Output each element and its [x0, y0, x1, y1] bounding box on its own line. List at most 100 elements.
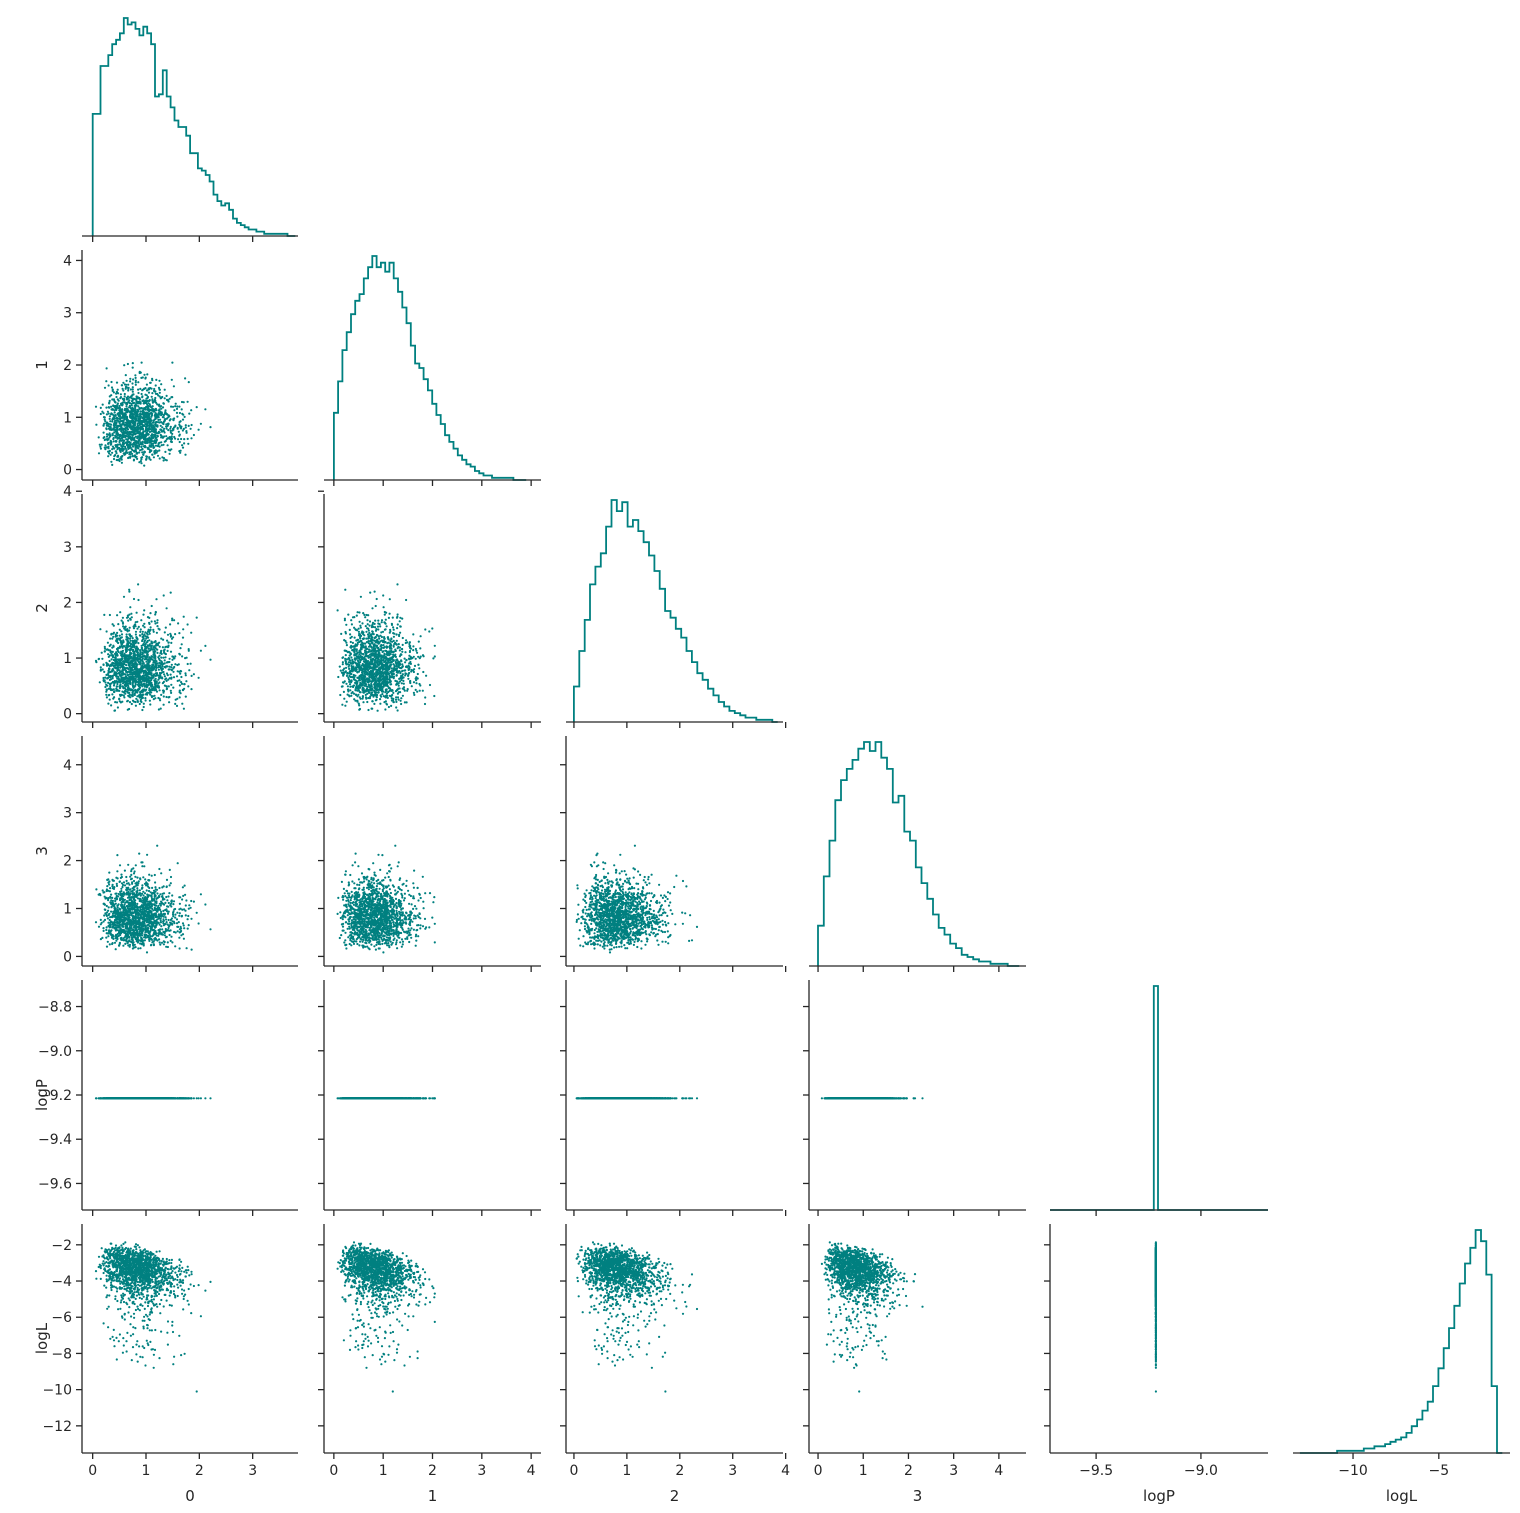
scatter-point [361, 662, 364, 666]
scatter-point [104, 685, 107, 689]
scatter-point [128, 641, 131, 644]
scatter-point [358, 664, 361, 667]
scatter-point [358, 653, 361, 656]
scatter-point [134, 376, 137, 379]
scatter-point [134, 408, 137, 411]
scatter-point [186, 662, 189, 666]
scatter-point [169, 689, 172, 692]
scatter-point [150, 604, 153, 608]
scatter-point [160, 441, 163, 444]
scatter-point [149, 693, 152, 696]
scatter-point [147, 628, 150, 631]
scatter-point [107, 455, 110, 458]
scatter-point [176, 670, 179, 673]
scatter-point [386, 681, 389, 684]
scatter-point [153, 414, 156, 417]
scatter-point [350, 679, 353, 683]
scatter-point [120, 455, 123, 458]
scatter-point [345, 666, 348, 669]
scatter-point [154, 697, 157, 700]
scatter-point [170, 677, 173, 680]
scatter-point [148, 630, 151, 634]
scatter-point [159, 405, 163, 408]
scatter-point [115, 419, 118, 422]
scatter-point [131, 443, 134, 446]
scatter-point [174, 702, 177, 706]
scatter-point [118, 409, 121, 412]
scatter-point [389, 643, 392, 646]
scatter-point [99, 447, 102, 450]
scatter-point [121, 445, 124, 448]
scatter-point [151, 453, 154, 456]
scatter-point [135, 650, 138, 653]
scatter-point [407, 677, 410, 680]
scatter-point [140, 392, 143, 396]
scatter-point [114, 404, 117, 408]
scatter-point [146, 433, 150, 436]
scatter-point [162, 690, 165, 693]
scatter-point [137, 435, 140, 438]
scatter-point [353, 654, 356, 657]
scatter-point [364, 682, 367, 685]
scatter-point [172, 670, 175, 673]
scatter-point [374, 619, 377, 622]
scatter-point [107, 424, 110, 427]
scatter-point [176, 426, 179, 429]
scatter-point [157, 413, 160, 416]
scatter-point [385, 650, 389, 653]
scatter-point [395, 700, 398, 704]
scatter-point [130, 677, 133, 680]
scatter-point [166, 633, 170, 636]
scatter-point [129, 455, 132, 458]
scatter-point [357, 676, 360, 679]
scatter-point [341, 703, 344, 706]
scatter-point [126, 408, 129, 411]
scatter-point [402, 679, 405, 683]
scatter-point [133, 659, 136, 662]
scatter-point [405, 659, 408, 662]
scatter-point [108, 698, 111, 701]
scatter-point [190, 688, 193, 691]
scatter-point [381, 650, 384, 654]
scatter-point [130, 409, 133, 413]
scatter-point [170, 435, 173, 438]
scatter-point [157, 386, 161, 389]
scatter-point [154, 613, 157, 616]
scatter-point [409, 655, 412, 658]
scatter-point [158, 388, 161, 391]
scatter-point [131, 394, 134, 397]
scatter-point [111, 451, 114, 454]
scatter-point [142, 453, 145, 456]
scatter-point [99, 666, 102, 669]
scatter-point [354, 699, 357, 702]
scatter-point [392, 645, 395, 648]
scatter-point [107, 653, 110, 656]
scatter-point [150, 395, 153, 398]
scatter-point [400, 697, 403, 700]
scatter-point [180, 408, 183, 411]
scatter-point [128, 701, 132, 704]
scatter-point [98, 443, 101, 446]
scatter-point [347, 665, 350, 668]
scatter-point [128, 626, 131, 629]
scatter-point [105, 433, 109, 436]
scatter-point [173, 619, 176, 622]
scatter-point [110, 443, 113, 446]
scatter-point [412, 649, 415, 652]
scatter-point [357, 689, 360, 692]
scatter-point [364, 642, 367, 645]
scatter-point [178, 440, 181, 444]
scatter-point [371, 669, 374, 672]
scatter-point [363, 675, 366, 678]
scatter-point [392, 635, 395, 638]
scatter-point [187, 381, 190, 384]
scatter-point [152, 686, 155, 689]
scatter-point [148, 456, 151, 459]
scatter-point [125, 660, 128, 663]
scatter-point [138, 634, 141, 637]
scatter-point [129, 668, 132, 671]
scatter-point [356, 611, 359, 614]
scatter-point [392, 628, 395, 631]
scatter-point [357, 693, 360, 696]
scatter-point [204, 408, 207, 411]
